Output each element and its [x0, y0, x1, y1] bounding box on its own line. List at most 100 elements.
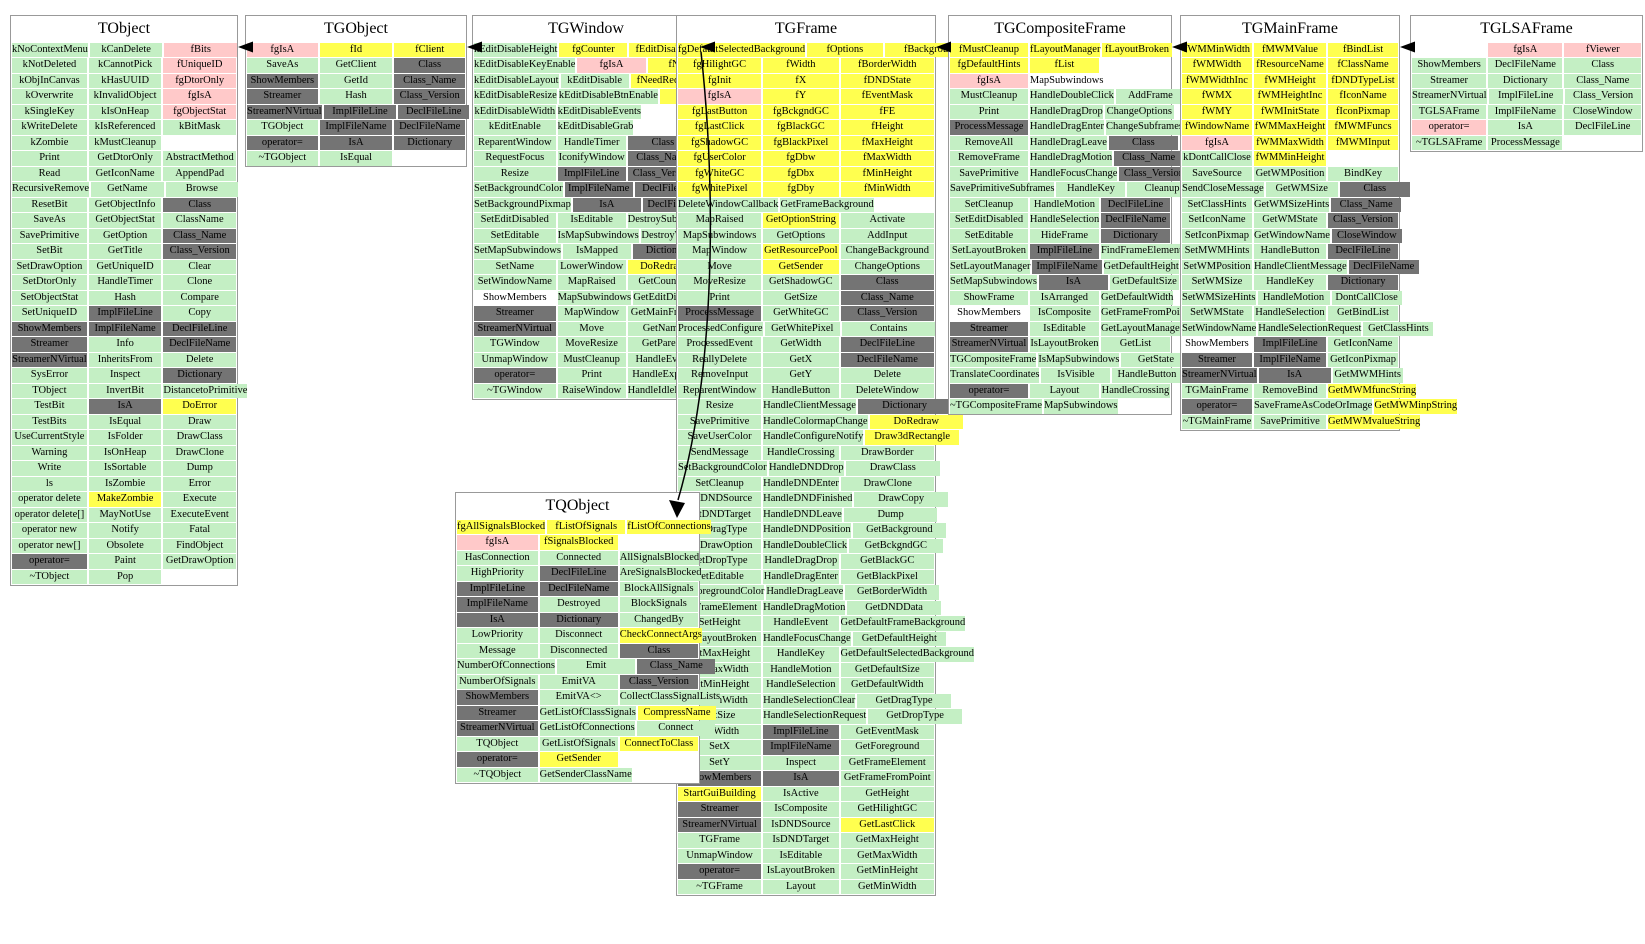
member-cell[interactable]: SetDrawOption — [12, 259, 87, 274]
member-cell[interactable]: kEditDisableEvents — [557, 104, 642, 119]
member-cell[interactable]: Streamer — [1182, 352, 1252, 367]
member-cell[interactable]: GetBlackPixel — [840, 569, 934, 584]
member-cell[interactable]: GetWhiteGC — [763, 306, 839, 321]
member-cell[interactable]: ImplFileName — [564, 182, 633, 197]
member-cell[interactable]: GetDrawOption — [163, 554, 236, 569]
member-cell[interactable]: Streamer — [678, 802, 762, 817]
member-cell[interactable]: IsA — [1038, 275, 1108, 290]
member-cell[interactable]: HandleDoubleClick — [763, 538, 848, 553]
member-cell[interactable]: fgIsA — [577, 58, 646, 73]
member-cell[interactable]: GetMaxWidth — [840, 848, 934, 863]
member-cell[interactable]: fWMWidthInc — [1182, 73, 1252, 88]
member-cell[interactable]: HandleDNDDrop — [768, 461, 845, 476]
member-cell[interactable]: GetMWMvalueString — [1328, 414, 1421, 429]
member-cell[interactable]: fY — [763, 89, 839, 104]
member-cell[interactable]: GetMWMinpString — [1374, 399, 1458, 414]
member-cell[interactable]: GetY — [763, 368, 839, 383]
member-cell[interactable]: HandleClientMessage — [763, 399, 856, 414]
member-cell[interactable]: fgDbx — [763, 166, 839, 181]
member-cell[interactable]: SetWindowName — [1182, 321, 1257, 336]
member-cell[interactable]: SendMessage — [678, 445, 762, 460]
member-cell[interactable]: Class — [394, 58, 465, 73]
member-cell[interactable]: HandleSelectionRequest — [763, 709, 867, 724]
member-cell[interactable]: GetHilightGC — [840, 802, 934, 817]
member-cell[interactable]: IsOnHeap — [88, 445, 162, 460]
member-cell[interactable]: fId — [319, 42, 393, 57]
member-cell[interactable]: IsFolder — [88, 430, 162, 445]
member-cell[interactable]: IsZombie — [88, 476, 162, 491]
member-cell[interactable]: ChangeOptions — [840, 259, 934, 274]
member-cell[interactable]: fClassName — [1328, 58, 1398, 73]
member-cell[interactable]: GetState — [1121, 352, 1191, 367]
member-cell[interactable]: GetIconName — [88, 166, 162, 181]
member-cell[interactable]: GetBorderWidth — [845, 585, 939, 600]
member-cell[interactable]: TObject — [12, 383, 87, 398]
member-cell[interactable]: Dictionary — [1328, 275, 1398, 290]
member-cell[interactable]: Resize — [678, 399, 762, 414]
member-cell[interactable]: GetDefaultSize — [1109, 275, 1179, 290]
member-cell[interactable]: GetIconPixmap — [1328, 352, 1398, 367]
member-cell[interactable]: DrawClass — [846, 461, 940, 476]
member-cell[interactable]: Browse — [165, 182, 239, 197]
member-cell[interactable]: IsArranged — [1029, 290, 1099, 305]
member-cell[interactable]: fHeight — [840, 120, 934, 135]
member-cell[interactable]: GetName — [90, 182, 164, 197]
member-cell[interactable]: ImplFileLine — [557, 166, 626, 181]
member-cell[interactable]: CloseWindow — [1564, 104, 1641, 119]
member-cell[interactable]: AppendPad — [163, 166, 236, 181]
member-cell[interactable]: Dictionary — [1100, 228, 1170, 243]
member-cell[interactable]: TGFrame — [678, 833, 762, 848]
member-cell[interactable]: fWMHeight — [1253, 73, 1327, 88]
member-cell[interactable]: ChangedBy — [619, 612, 698, 627]
member-cell[interactable]: GetFrameFromPoint — [840, 771, 934, 786]
member-cell[interactable]: GetWidth — [763, 337, 839, 352]
member-cell[interactable]: IsA — [457, 612, 538, 627]
member-cell[interactable]: GetDtorOnly — [88, 151, 162, 166]
member-cell[interactable]: DeclFileName — [539, 581, 618, 596]
member-cell[interactable]: Class — [1339, 182, 1410, 197]
member-cell[interactable]: IconifyWindow — [557, 151, 626, 166]
member-cell[interactable]: GetMinHeight — [840, 864, 934, 879]
member-cell[interactable]: operator new[] — [12, 538, 87, 553]
member-cell[interactable]: DistancetoPrimitive — [163, 383, 248, 398]
member-cell[interactable]: Write — [12, 461, 87, 476]
member-cell[interactable]: IsEqual — [319, 151, 393, 166]
member-cell[interactable]: GetListOfSignals — [539, 736, 618, 751]
member-cell[interactable]: FindFrameElement — [1100, 244, 1183, 259]
member-cell[interactable]: HandleClientMessage — [1253, 259, 1347, 274]
member-cell[interactable]: operator= — [247, 135, 318, 150]
member-cell[interactable]: GetFrameBackground — [780, 197, 874, 212]
member-cell[interactable]: MapSubwindows — [1029, 74, 1104, 86]
member-cell[interactable]: HandleDragEnter — [1029, 120, 1104, 135]
member-cell[interactable]: fWMInitState — [1253, 104, 1327, 119]
member-cell[interactable]: SaveSource — [1182, 166, 1252, 181]
member-cell[interactable]: Class — [1108, 135, 1178, 150]
member-cell[interactable]: HandleSelection — [1253, 306, 1327, 321]
member-cell[interactable]: fWMMaxWidth — [1253, 135, 1327, 150]
member-cell[interactable]: DeclFileName — [1101, 213, 1171, 228]
member-cell[interactable]: GetObjectStat — [88, 213, 162, 228]
member-cell[interactable]: fgAllSignalsBlocked — [457, 519, 546, 534]
member-cell[interactable]: ExecuteEvent — [163, 507, 236, 522]
member-cell[interactable]: fgShadowGC — [678, 135, 762, 150]
member-cell[interactable]: Connect — [636, 721, 715, 736]
member-cell[interactable]: SetClassHints — [1182, 197, 1252, 212]
member-cell[interactable]: fMWMInput — [1328, 135, 1398, 150]
member-cell[interactable]: DeclFileLine — [1564, 120, 1641, 135]
member-cell[interactable]: kMustCleanup — [88, 135, 162, 150]
member-cell[interactable]: Obsolete — [88, 538, 162, 553]
member-cell[interactable]: IsMapSubwindows — [557, 228, 639, 243]
member-cell[interactable]: kIsOnHeap — [88, 104, 162, 119]
member-cell[interactable]: DrawBorder — [840, 445, 934, 460]
member-cell[interactable]: fgInit — [678, 73, 762, 88]
member-cell[interactable]: Warning — [12, 445, 87, 460]
member-cell[interactable]: StreamerNVirtual — [1182, 368, 1257, 383]
member-cell[interactable]: TGObject — [247, 120, 318, 135]
member-cell[interactable]: AddFrame — [1115, 89, 1185, 104]
member-cell[interactable]: fgObjectStat — [163, 104, 236, 119]
member-cell[interactable]: SetEditDisabled — [950, 213, 1028, 228]
member-cell[interactable]: GetUniqueID — [88, 259, 162, 274]
member-cell[interactable]: SaveUserColor — [678, 430, 762, 445]
class-title-tqobject[interactable]: TQObject — [545, 497, 610, 514]
member-cell[interactable]: SetLayoutManager — [950, 259, 1031, 274]
